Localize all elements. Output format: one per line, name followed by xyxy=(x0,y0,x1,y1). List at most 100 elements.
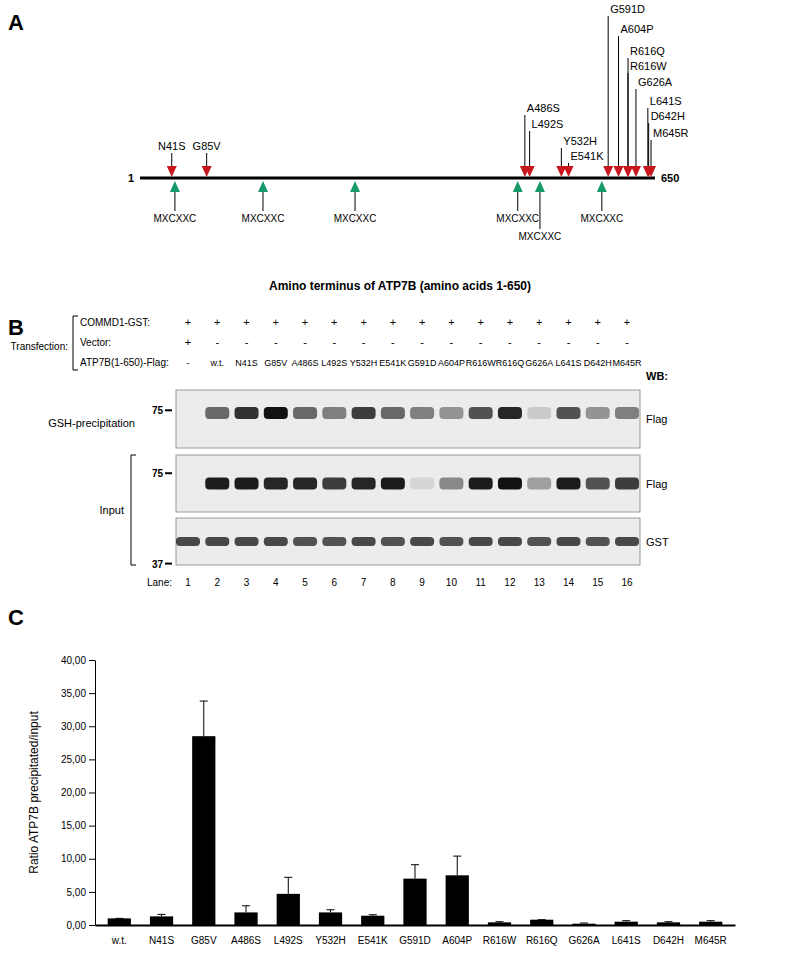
motif-arrow xyxy=(535,181,545,192)
error-bar-cap xyxy=(707,920,715,921)
row-cell: - xyxy=(537,336,541,348)
band xyxy=(381,407,405,419)
band xyxy=(352,407,376,419)
error-bar-cap xyxy=(242,905,250,906)
row-cell: + xyxy=(360,316,366,328)
x-tick-label: A486S xyxy=(231,935,261,946)
motif-label: MXCXXC xyxy=(519,231,562,242)
mutation-label: L492S xyxy=(532,118,564,130)
panel-letter: A xyxy=(8,10,24,35)
y-axis: 0,005,0010,0015,0020,0025,0030,0035,0040… xyxy=(61,655,96,931)
mutation-arrow xyxy=(613,166,623,177)
y-tick-mark xyxy=(89,859,95,860)
motif-label: MXCXXC xyxy=(496,213,539,224)
y-tick-label: 40,00 xyxy=(61,655,86,666)
error-bar-cap xyxy=(622,920,630,921)
size-marker: 37 xyxy=(152,559,164,570)
band xyxy=(293,537,317,546)
mutation-label: G85V xyxy=(193,140,222,152)
antibody-label: Flag xyxy=(646,413,667,425)
x-tick: G85V xyxy=(191,925,217,946)
sequence-start: 1 xyxy=(128,172,134,184)
band xyxy=(205,478,229,490)
band xyxy=(410,537,434,546)
y-tick-label: 15,00 xyxy=(61,820,86,831)
mutation-stem xyxy=(561,148,562,166)
motif-stem xyxy=(355,192,356,211)
bar xyxy=(446,875,469,925)
band xyxy=(469,537,493,546)
panel-a: 1650N41SG85VA486SL492SY532HE541KG591DA60… xyxy=(128,3,689,293)
size-marker-tick xyxy=(165,563,172,565)
band xyxy=(264,407,288,419)
band xyxy=(586,478,610,490)
lane-number: 8 xyxy=(390,577,396,588)
band xyxy=(410,407,434,419)
error-bar-cap xyxy=(115,918,123,919)
row-cell: + xyxy=(507,316,513,328)
error-bar-cap xyxy=(580,923,588,924)
y-tick-mark xyxy=(89,826,95,827)
y-tick-label: 5,00 xyxy=(67,887,87,898)
row-cell: + xyxy=(390,316,396,328)
motif-arrow xyxy=(350,181,360,192)
row-cell: G591D xyxy=(408,358,437,368)
mutation-stem xyxy=(524,115,525,166)
x-tick: L492S xyxy=(274,925,303,946)
y-axis-line xyxy=(95,661,96,926)
y-tick-mark xyxy=(89,793,95,794)
row-cell: - xyxy=(245,336,249,348)
band xyxy=(586,407,610,419)
mutation-stem xyxy=(171,153,172,166)
motif-label: MXCXXC xyxy=(154,213,197,224)
error-bar-cap xyxy=(284,877,292,878)
x-tick-label: N41S xyxy=(149,935,174,946)
error-bar xyxy=(115,918,123,919)
y-tick-mark xyxy=(89,660,95,661)
row-cell: G626A xyxy=(525,358,553,368)
motif: MXCXXC xyxy=(519,181,562,242)
band xyxy=(264,478,288,490)
x-tick-label: G85V xyxy=(191,935,217,946)
mutation-label: A604P xyxy=(620,23,653,35)
y-tick: 10,00 xyxy=(61,853,95,864)
error-bar xyxy=(411,865,419,879)
panel-c: 0,005,0010,0015,0020,0025,0030,0035,0040… xyxy=(27,655,736,946)
mutation-label: L641S xyxy=(650,95,682,107)
band xyxy=(352,537,376,546)
bar xyxy=(361,916,384,925)
mutation-arrow xyxy=(525,166,535,177)
y-tick-label: 35,00 xyxy=(61,688,86,699)
row-cell: M645R xyxy=(612,358,642,368)
motif-stem xyxy=(174,192,175,211)
row-cell: R616W xyxy=(466,358,497,368)
row-cell: + xyxy=(595,316,601,328)
mutation-stem xyxy=(628,58,629,166)
blot: 75Flag xyxy=(152,455,668,512)
band xyxy=(556,407,580,419)
band xyxy=(469,478,493,490)
bar xyxy=(403,879,426,925)
y-tick-label: 0,00 xyxy=(67,920,87,931)
motif: MXCXXC xyxy=(334,181,377,224)
mutation-arrow xyxy=(631,166,641,177)
band xyxy=(322,537,346,546)
lane-number: 4 xyxy=(273,577,279,588)
band xyxy=(352,478,376,490)
error-bar xyxy=(495,921,503,923)
bracket xyxy=(131,455,136,565)
x-tick-label: D642H xyxy=(653,935,684,946)
x-tick-label: G626A xyxy=(568,935,599,946)
band xyxy=(205,537,229,546)
bar xyxy=(277,894,300,925)
y-tick: 15,00 xyxy=(61,820,95,831)
motif: MXCXXC xyxy=(154,181,197,224)
mutation-stem xyxy=(206,153,207,166)
row-cell: + xyxy=(302,316,308,328)
x-tick-label: w.t. xyxy=(111,935,127,946)
motif-stem xyxy=(539,192,540,229)
mutation-label: N41S xyxy=(158,140,186,152)
x-tick-label: R616Q xyxy=(526,935,558,946)
y-tick-label: 10,00 xyxy=(61,853,86,864)
mutation: A486S xyxy=(520,102,560,177)
